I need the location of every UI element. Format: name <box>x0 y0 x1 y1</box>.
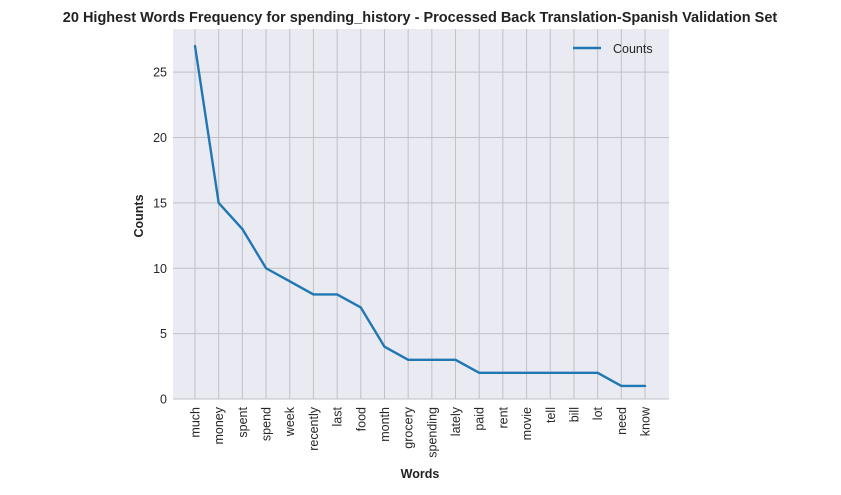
x-tick-label-rent: rent <box>496 406 510 428</box>
x-tick-label-money: money <box>212 406 226 444</box>
x-tick-label-spend: spend <box>260 407 274 441</box>
x-tick-label-much: much <box>189 407 203 438</box>
x-tick-label-lot: lot <box>591 406 605 420</box>
x-tick-label-week: week <box>283 406 297 437</box>
x-tick-label-movie: movie <box>520 407 534 440</box>
x-tick-label-bill: bill <box>567 407 581 422</box>
y-tick-label: 15 <box>153 196 167 210</box>
x-tick-label-lately: lately <box>449 406 463 436</box>
y-tick-labels: 0 5 10 15 20 25 <box>153 66 167 407</box>
x-tick-label-need: need <box>615 407 629 435</box>
chart-title: 20 Highest Words Frequency for spending_… <box>63 10 778 26</box>
x-tick-label-month: month <box>378 407 392 442</box>
y-tick-label: 25 <box>153 66 167 80</box>
y-axis-label: Counts <box>132 194 146 237</box>
x-tick-label-know: know <box>639 406 653 436</box>
x-tick-label-spent: spent <box>236 406 250 437</box>
y-tick-label: 10 <box>153 262 167 276</box>
y-tick-label: 5 <box>160 327 167 341</box>
y-tick-label: 20 <box>153 131 167 145</box>
x-tick-label-food: food <box>354 407 368 431</box>
x-tick-label-tell: tell <box>544 407 558 423</box>
x-axis-label: Words <box>401 467 440 481</box>
x-tick-label-spending: spending <box>425 407 439 458</box>
x-tick-label-paid: paid <box>473 407 487 431</box>
legend-label-counts: Counts <box>613 42 653 56</box>
y-tick-label: 0 <box>160 393 167 407</box>
plot-area <box>173 29 669 399</box>
x-tick-label-recently: recently <box>307 406 321 451</box>
x-tick-label-grocery: grocery <box>402 406 416 448</box>
x-tick-label-last: last <box>331 406 345 426</box>
